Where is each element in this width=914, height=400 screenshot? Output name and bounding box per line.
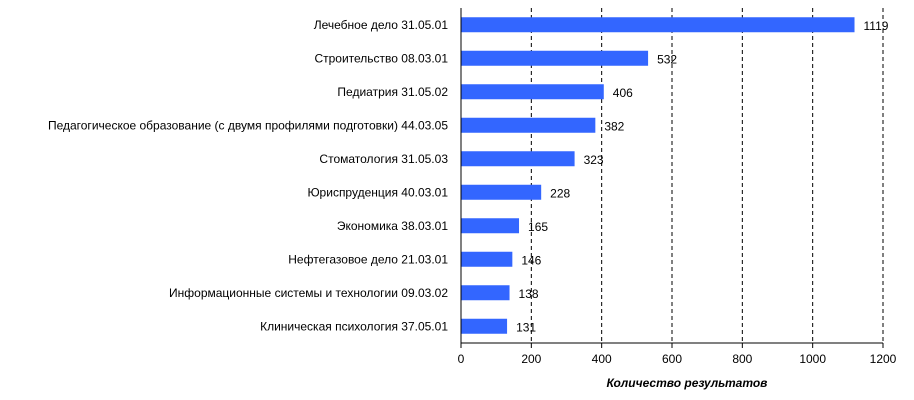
category-label: Информационные системы и технологии 09.0… (169, 286, 448, 300)
bar (461, 151, 575, 167)
category-label: Юриспруденция 40.03.01 (307, 185, 448, 199)
value-labels: 1119 532 406 382 323 228 165 146 138 131 (516, 19, 889, 335)
bar (461, 17, 855, 33)
value-label: 323 (584, 153, 604, 167)
bar (461, 318, 508, 334)
value-label: 165 (528, 220, 548, 234)
category-label: Клиническая психология 37.05.01 (260, 319, 448, 333)
x-axis-title: Количество результатов (607, 376, 768, 390)
bars-group (461, 17, 855, 334)
bar (461, 117, 596, 133)
category-label: Экономика 38.03.01 (337, 219, 448, 233)
value-label: 532 (657, 52, 677, 66)
bar (461, 218, 520, 234)
bar (461, 184, 542, 200)
value-label: 1119 (864, 19, 889, 33)
x-tick-label: 600 (662, 352, 682, 366)
bar (461, 251, 513, 267)
x-tick-label: 1000 (799, 352, 826, 366)
x-axis: 0 200 400 600 800 1000 1200 (458, 8, 897, 366)
x-tick-label: 800 (732, 352, 752, 366)
x-tick-label: 200 (521, 352, 541, 366)
category-labels: Лечебное дело 31.05.01 Строительство 08.0… (48, 18, 448, 334)
value-label: 382 (604, 119, 624, 133)
category-label: Лечебное дело 31.05.01 (314, 18, 449, 32)
value-label: 131 (516, 320, 536, 334)
category-label: Строительство 08.03.01 (314, 51, 448, 65)
category-label: Педагогическое образование (с двумя проф… (48, 118, 448, 132)
category-label: Педиатрия 31.05.02 (337, 85, 448, 99)
bar (461, 285, 510, 301)
value-label: 406 (613, 86, 633, 100)
category-label: Стоматология 31.05.03 (319, 152, 448, 166)
x-tick-label: 400 (592, 352, 612, 366)
bar (461, 84, 604, 100)
x-tick-label: 1200 (870, 352, 897, 366)
x-tick-label: 0 (458, 352, 465, 366)
bar (461, 50, 649, 66)
value-label: 228 (550, 186, 570, 200)
value-label: 146 (521, 253, 541, 267)
category-label: Нефтегазовое дело 21.03.01 (288, 252, 448, 266)
value-label: 138 (519, 287, 539, 301)
